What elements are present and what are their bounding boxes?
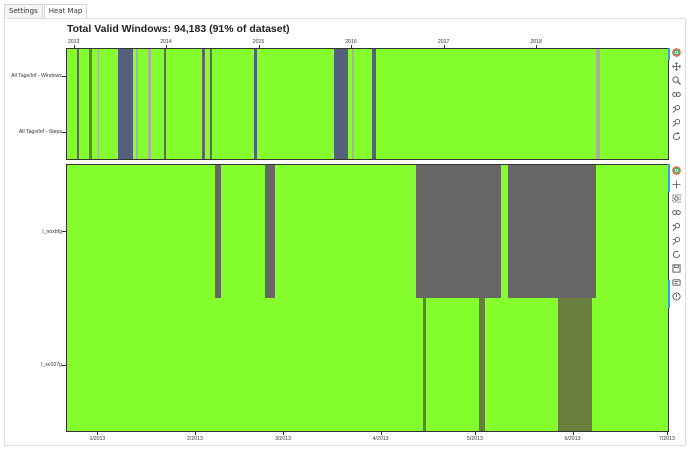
- y-tick: [62, 132, 66, 133]
- heatmap-cell: [265, 165, 275, 298]
- wheel-zoom-icon[interactable]: [672, 90, 681, 99]
- x-tick: [97, 432, 99, 435]
- heatmap-cell: [147, 49, 152, 159]
- row-label-noxbfg: l_noxbfg: [42, 229, 62, 235]
- x-tick-label: 2013: [67, 39, 80, 45]
- x-tick-label: 2016: [345, 39, 357, 45]
- heatmap-cell: [333, 49, 348, 159]
- reset-icon[interactable]: [672, 132, 681, 141]
- x-tick-label: 2014: [160, 39, 172, 45]
- row-label-sv107g: l_sv107g: [41, 362, 62, 368]
- x-tick-label: 2018: [530, 39, 542, 45]
- pan-icon[interactable]: [672, 62, 681, 71]
- heatmap-cell: [77, 49, 79, 159]
- x-tick-label: 2017: [437, 39, 450, 45]
- x-tick-label: 4/2013: [372, 436, 389, 442]
- heatmap-cell: [210, 49, 212, 159]
- heatmap-cell: [164, 49, 166, 159]
- heatmap-cell: [88, 49, 93, 159]
- x-tick-label: 6/2013: [564, 436, 581, 442]
- row-label-steps: All Tags/Inf - Steps: [18, 129, 62, 135]
- box-zoom-icon[interactable]: [672, 194, 681, 203]
- x-tick: [73, 45, 75, 48]
- x-tick-label: 7/2013: [659, 436, 675, 442]
- save-icon[interactable]: [672, 264, 681, 273]
- tab-heat-map[interactable]: Heat Map: [43, 4, 88, 18]
- heatmap-cell: [202, 49, 205, 159]
- y-tick: [62, 231, 66, 232]
- x-tick: [536, 45, 538, 48]
- bokeh-logo-icon[interactable]: [672, 166, 681, 175]
- x-tick: [283, 432, 285, 435]
- page-title: Total Valid Windows: 94,183 (91% of data…: [67, 23, 290, 35]
- heatmap-cell: [416, 165, 502, 298]
- row-label-windows: All Tags/Inf - Windows: [11, 73, 62, 79]
- bokeh-logo-icon[interactable]: [672, 48, 681, 57]
- active-tool-indicator: [668, 280, 670, 308]
- help-icon[interactable]: [672, 292, 681, 301]
- x-tick-label: 5/2013: [467, 436, 483, 442]
- heatmap-cell: [507, 165, 596, 298]
- pan-icon[interactable]: [672, 180, 681, 189]
- x-tick-label: 2/2013: [187, 436, 203, 442]
- x-tick: [351, 45, 353, 48]
- heatmap-cell: [254, 49, 257, 159]
- toolbar-bottom: [672, 166, 682, 306]
- x-tick-label: 1/2013: [89, 436, 106, 442]
- heatmap-cell: [422, 298, 426, 431]
- zoom-in-icon[interactable]: [672, 104, 681, 113]
- active-tool-indicator: [668, 164, 670, 192]
- zoom-in-icon[interactable]: [672, 222, 681, 231]
- x-tick: [380, 432, 382, 435]
- heatmap-cell: [136, 49, 139, 159]
- reset-icon[interactable]: [672, 250, 681, 259]
- x-tick: [166, 45, 168, 48]
- heatmap-cell: [479, 298, 486, 431]
- zoom-out-icon[interactable]: [672, 236, 681, 245]
- wheel-zoom-icon[interactable]: [672, 208, 681, 217]
- x-tick: [475, 432, 477, 435]
- tab-settings[interactable]: Settings: [4, 4, 43, 18]
- heatmap-cell: [117, 49, 134, 159]
- x-tick-label: 3/2013: [275, 436, 291, 442]
- x-tick: [258, 45, 260, 48]
- y-tick: [62, 365, 66, 366]
- detail-heatmap[interactable]: [66, 164, 669, 432]
- x-tick: [572, 432, 574, 435]
- heatmap-cell: [557, 298, 593, 431]
- x-tick: [195, 432, 196, 435]
- zoom-icon[interactable]: [672, 76, 681, 85]
- heatmap-cell: [372, 49, 377, 159]
- zoom-out-icon[interactable]: [672, 118, 681, 127]
- heatmap-cell: [97, 49, 99, 159]
- heatmap-cell: [595, 49, 600, 159]
- tab-bar: Settings Heat Map: [4, 4, 88, 18]
- active-tool-indicator: [668, 48, 670, 60]
- heatmap-cell: [214, 165, 222, 298]
- hover-icon[interactable]: [672, 278, 681, 287]
- x-tick-label: 2015: [252, 39, 265, 45]
- x-tick: [667, 432, 668, 435]
- heatmap-cell: [352, 49, 354, 159]
- x-tick: [443, 45, 445, 48]
- toolbar-top: [672, 48, 682, 146]
- y-tick: [62, 76, 66, 77]
- overview-heatmap[interactable]: [66, 48, 669, 160]
